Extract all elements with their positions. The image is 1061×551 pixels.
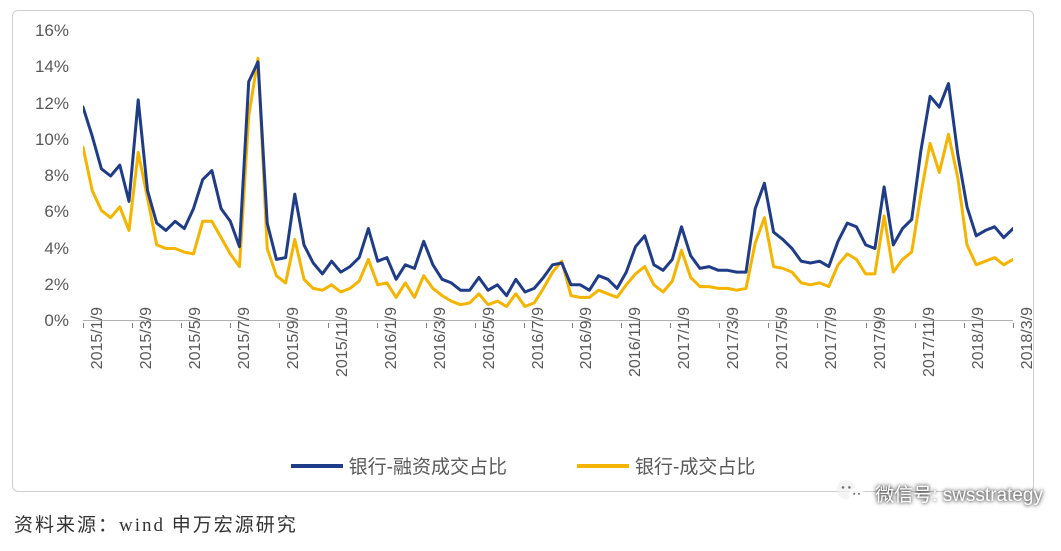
x-tick-label: 2015/7/9 — [236, 307, 254, 407]
x-tick-mark — [83, 323, 84, 328]
x-tick-label: 2015/3/9 — [138, 307, 156, 407]
x-tick-mark — [181, 323, 182, 328]
plot-area — [83, 31, 1013, 321]
y-tick-label: 2% — [44, 275, 69, 295]
wechat-watermark: 微信号: swsstrategy — [835, 477, 1043, 509]
y-tick-label: 8% — [44, 166, 69, 186]
y-tick-label: 0% — [44, 311, 69, 331]
y-tick-label: 12% — [35, 94, 69, 114]
x-tick-label: 2017/3/9 — [725, 307, 743, 407]
x-tick-mark — [572, 323, 573, 328]
y-tick-label: 14% — [35, 57, 69, 77]
x-tick-label: 2017/1/9 — [676, 307, 694, 407]
x-tick-mark — [817, 323, 818, 328]
chart-svg — [83, 31, 1013, 321]
x-tick-mark — [621, 323, 622, 328]
x-tick-label: 2018/1/9 — [970, 307, 988, 407]
x-tick-label: 2016/11/9 — [627, 307, 645, 407]
x-tick-mark — [866, 323, 867, 328]
y-tick-label: 6% — [44, 202, 69, 222]
x-tick-mark — [475, 323, 476, 328]
x-tick-label: 2017/7/9 — [823, 307, 841, 407]
wechat-icon — [835, 477, 867, 509]
x-tick-label: 2016/9/9 — [578, 307, 596, 407]
legend-swatch-2 — [577, 464, 629, 468]
x-tick-label: 2016/7/9 — [530, 307, 548, 407]
x-tick-mark — [719, 323, 720, 328]
legend-swatch-1 — [291, 464, 343, 468]
x-tick-label: 2016/1/9 — [383, 307, 401, 407]
legend-label-2: 银行-成交占比 — [635, 452, 755, 479]
y-tick-label: 4% — [44, 239, 69, 259]
x-tick-label: 2015/11/9 — [334, 307, 352, 407]
source-attribution: 资料来源：wind 申万宏源研究 — [14, 510, 298, 537]
chart-container: 0%2%4%6%8%10%12%14%16% 2015/1/92015/3/92… — [12, 10, 1034, 492]
y-tick-label: 10% — [35, 130, 69, 150]
x-tick-mark — [230, 323, 231, 328]
x-tick-mark — [524, 323, 525, 328]
x-tick-label: 2017/9/9 — [872, 307, 890, 407]
x-tick-label: 2015/1/9 — [89, 307, 107, 407]
x-tick-label: 2017/5/9 — [774, 307, 792, 407]
watermark-label: 微信号: swsstrategy — [875, 480, 1043, 507]
x-tick-label: 2017/11/9 — [921, 307, 939, 407]
x-tick-mark — [1013, 323, 1014, 328]
x-tick-mark — [768, 323, 769, 328]
x-tick-mark — [426, 323, 427, 328]
x-tick-label: 2016/5/9 — [481, 307, 499, 407]
y-tick-label: 16% — [35, 21, 69, 41]
x-tick-mark — [670, 323, 671, 328]
y-axis: 0%2%4%6%8%10%12%14%16% — [13, 31, 77, 321]
x-tick-mark — [279, 323, 280, 328]
legend-item-series1: 银行-融资成交占比 — [291, 452, 507, 479]
x-tick-mark — [915, 323, 916, 328]
x-axis: 2015/1/92015/3/92015/5/92015/7/92015/9/9… — [83, 323, 1013, 433]
x-tick-mark — [132, 323, 133, 328]
legend: 银行-融资成交占比 银行-成交占比 — [13, 452, 1033, 479]
x-tick-label: 2015/9/9 — [285, 307, 303, 407]
x-tick-label: 2016/3/9 — [432, 307, 450, 407]
x-tick-mark — [377, 323, 378, 328]
x-tick-label: 2015/5/9 — [187, 307, 205, 407]
legend-item-series2: 银行-成交占比 — [577, 452, 755, 479]
x-tick-label: 2018/3/9 — [1019, 307, 1037, 407]
legend-label-1: 银行-融资成交占比 — [349, 452, 507, 479]
x-tick-mark — [328, 323, 329, 328]
x-tick-mark — [964, 323, 965, 328]
